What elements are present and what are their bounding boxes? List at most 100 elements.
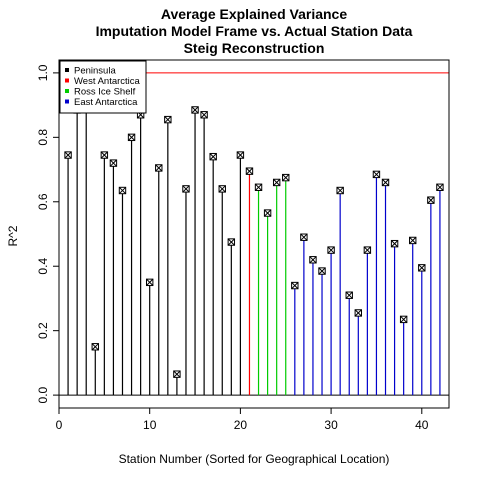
data-point-cross (291, 282, 299, 290)
chart-title-line-2: Imputation Model Frame vs. Actual Statio… (96, 23, 413, 39)
data-point-cross (100, 151, 108, 159)
data-point-cross (318, 267, 326, 275)
data-point (409, 236, 417, 245)
x-tick-label: 20 (234, 418, 248, 432)
data-point-cross (236, 151, 244, 159)
series-ross-ice-shelf (254, 173, 290, 396)
data-point-cross (418, 264, 426, 272)
data-point (300, 233, 308, 241)
data-point (227, 238, 236, 246)
y-tick-label: 0.6 (36, 193, 50, 210)
data-point-cross (191, 106, 199, 114)
data-point (64, 151, 72, 159)
data-point-cross (345, 291, 353, 299)
data-point-cross (372, 170, 380, 178)
legend-entry-label: Ross Ice Shelf (74, 87, 136, 98)
legend-swatch (65, 99, 69, 104)
x-tick-label: 0 (56, 418, 63, 432)
data-point (399, 315, 408, 324)
data-point (427, 196, 435, 204)
data-point-cross (254, 183, 263, 191)
data-point-cross (436, 183, 444, 191)
plot-layer (59, 72, 449, 396)
data-point (345, 291, 353, 299)
data-point (145, 278, 154, 287)
data-point-cross (300, 233, 308, 241)
data-point-cross (409, 236, 417, 244)
data-point-cross (336, 186, 344, 195)
data-point-cross (164, 116, 172, 124)
data-point (282, 173, 290, 182)
data-point (418, 264, 426, 272)
data-point-cross (209, 153, 217, 161)
data-point-cross (182, 185, 190, 193)
legend-entry-label: West Antarctica (74, 76, 141, 87)
data-point-cross (146, 278, 154, 286)
y-tick-label: 0.4 (36, 258, 50, 275)
data-point-cross (363, 246, 371, 254)
data-point-cross (391, 240, 399, 248)
data-point (272, 178, 281, 187)
data-point-cross (64, 151, 72, 159)
data-point (381, 178, 390, 187)
data-point-cross (381, 178, 390, 186)
y-tick-label: 0.8 (36, 129, 50, 146)
data-point-cross (91, 343, 99, 351)
data-point (236, 151, 245, 159)
data-point (118, 186, 127, 195)
data-point-cross (427, 196, 435, 204)
data-point-cross (128, 133, 136, 141)
x-tick-label: 30 (324, 418, 338, 432)
data-point (100, 151, 109, 159)
data-point (218, 185, 226, 193)
legend-swatch (65, 68, 69, 72)
data-point-cross (155, 164, 163, 172)
data-point (327, 246, 335, 254)
chart-title-line-1: Average Explained Variance (161, 6, 347, 22)
data-point (209, 152, 217, 161)
x-axis-label: Station Number (Sorted for Geographical … (119, 452, 390, 466)
data-point-cross (227, 238, 235, 246)
data-point-cross (354, 309, 362, 317)
data-point-cross (309, 256, 317, 264)
data-point (191, 106, 199, 114)
y-tick-label: 1.0 (36, 64, 50, 81)
data-point-cross (245, 167, 254, 175)
legend-box (59, 60, 147, 114)
data-point-cross (273, 178, 281, 186)
data-point (245, 167, 254, 175)
legend-entry-label: East Antarctica (74, 97, 138, 108)
legend-entry-label: Peninsula (74, 66, 116, 77)
data-point (354, 309, 363, 317)
data-point (309, 256, 317, 264)
y-tick-label: 0.0 (36, 386, 50, 403)
series-west-antarctica (245, 167, 254, 396)
x-tick-label: 10 (143, 418, 157, 432)
legend-swatch (65, 89, 69, 93)
x-tick-label: 40 (415, 418, 429, 432)
data-point (155, 164, 163, 172)
data-point (436, 183, 444, 191)
data-point (164, 115, 172, 124)
data-point (372, 170, 381, 179)
data-point (254, 183, 263, 191)
data-point-cross (173, 370, 181, 378)
data-point (318, 267, 326, 275)
data-point (173, 370, 181, 378)
y-tick-label: 0.2 (36, 322, 50, 339)
data-point-cross (264, 209, 272, 217)
data-point-cross (218, 185, 226, 193)
data-point (336, 186, 344, 195)
data-point (291, 281, 299, 290)
data-point-cross (327, 246, 335, 254)
data-point (263, 209, 272, 217)
data-point-cross (118, 186, 127, 195)
data-point (200, 111, 208, 119)
chart-title-line-3: Steig Reconstruction (184, 40, 325, 56)
data-point (363, 246, 372, 254)
data-point (127, 133, 136, 142)
data-point (91, 343, 99, 351)
data-point (182, 185, 190, 193)
